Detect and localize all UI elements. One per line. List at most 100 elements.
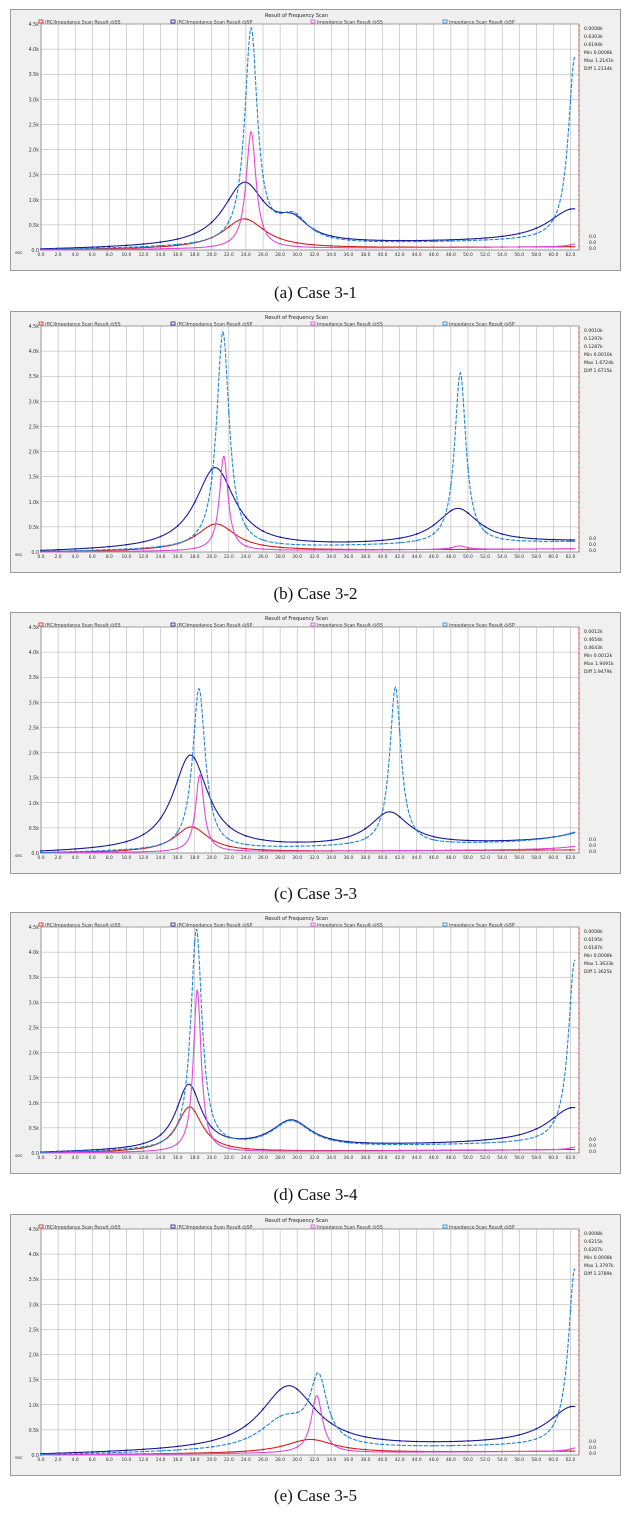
legend-swatch	[310, 19, 316, 24]
series-marker	[415, 1149, 418, 1152]
y-tick-label: 0.0	[31, 550, 39, 556]
series-marker	[125, 244, 128, 247]
series-marker	[245, 1138, 247, 1141]
series-marker	[279, 536, 282, 539]
x-tick-label: 62.0	[566, 1457, 576, 1463]
series-marker	[450, 546, 452, 549]
x-tick-label: 14.0	[156, 1457, 166, 1463]
series-marker	[467, 1149, 469, 1152]
x-tick-label: 22.0	[224, 252, 234, 258]
legend-swatch	[310, 1224, 316, 1229]
series-marker	[347, 835, 350, 838]
series-marker	[296, 841, 299, 844]
series-marker	[91, 248, 94, 251]
series-marker	[245, 1147, 247, 1150]
series-marker	[330, 1139, 333, 1141]
x-tick-label: 30.0	[292, 1457, 302, 1463]
x-axis-unit: sec	[15, 854, 23, 859]
series-marker	[227, 220, 230, 223]
x-tick-label: 62.0	[566, 855, 576, 861]
series-marker	[569, 245, 572, 248]
cursor-readout: 0.0008k	[584, 929, 603, 935]
x-tick-label: 56.0	[514, 855, 524, 861]
series-marker	[142, 248, 145, 250]
x-tick-label: 12.0	[139, 554, 149, 560]
x-tick-label: 52.0	[480, 855, 490, 861]
series-marker	[108, 246, 111, 249]
legend-label: (RC)Impedance Scan Result @SS	[45, 322, 121, 328]
series-line	[41, 754, 576, 852]
series-marker	[313, 540, 316, 543]
legend-label: Impedance Scan Result @SS	[317, 1225, 383, 1231]
series-marker	[296, 1150, 299, 1153]
x-tick-label: 52.0	[480, 1457, 490, 1463]
series-marker	[296, 1121, 299, 1124]
series-marker	[484, 548, 486, 550]
x-tick-label: 54.0	[497, 554, 507, 560]
bottom-readout: 0.0	[589, 234, 596, 240]
x-tick-label: 18.0	[190, 252, 200, 258]
series-marker	[245, 1450, 247, 1453]
series-marker	[245, 525, 247, 528]
series-line	[40, 1083, 576, 1153]
series-marker	[432, 1440, 435, 1443]
series-marker	[125, 1150, 128, 1153]
x-tick-label: 28.0	[275, 855, 285, 861]
x-tick-label: 30.0	[292, 855, 302, 861]
series-marker	[347, 1141, 350, 1144]
series-marker	[142, 540, 145, 543]
x-tick-label: 44.0	[412, 252, 422, 258]
y-tick-label: 0.5k	[29, 1428, 40, 1434]
series-marker	[347, 850, 350, 852]
x-tick-label: 30.0	[292, 1155, 302, 1161]
series-marker	[245, 849, 247, 852]
x-tick-label: 50.0	[463, 554, 473, 560]
series-marker	[313, 1150, 316, 1153]
series-line	[41, 467, 576, 551]
series-marker	[193, 941, 196, 943]
series-marker	[296, 215, 299, 218]
x-tick-label: 40.0	[378, 1155, 388, 1161]
x-tick-label: 40.0	[378, 252, 388, 258]
series-marker	[142, 1150, 145, 1153]
series-marker	[159, 1148, 162, 1151]
series-marker	[210, 1452, 213, 1455]
series-marker	[347, 1449, 350, 1452]
x-tick-label: 18.0	[190, 554, 200, 560]
series-marker	[245, 218, 247, 220]
legend-label: Impedance Scan Result @SS	[317, 20, 383, 26]
series-marker	[501, 1437, 504, 1440]
series-marker	[125, 840, 128, 843]
bottom-readout: 0.0	[589, 542, 596, 548]
series-marker	[91, 1149, 94, 1152]
series-line	[41, 1268, 576, 1455]
series-marker	[262, 1149, 264, 1152]
series-marker	[484, 1139, 486, 1141]
series-marker	[552, 1148, 555, 1151]
series-marker	[279, 850, 282, 853]
series-marker	[245, 539, 247, 542]
x-tick-label: 14.0	[156, 1155, 166, 1161]
legend-swatch	[38, 622, 44, 627]
series-marker	[501, 533, 504, 535]
series-marker	[381, 1443, 384, 1446]
series-marker	[279, 1388, 282, 1391]
series-marker	[467, 1440, 469, 1442]
x-tick-label: 46.0	[429, 554, 439, 560]
x-tick-label: 46.0	[429, 1457, 439, 1463]
series-marker	[330, 1422, 333, 1425]
series-marker	[142, 1142, 145, 1145]
x-axis-unit: sec	[15, 553, 23, 558]
series-marker	[159, 241, 162, 243]
legend-swatch	[170, 19, 176, 24]
series-marker	[518, 536, 521, 539]
y-tick-label: 0.5k	[29, 1126, 40, 1132]
series-marker	[91, 547, 94, 549]
series-marker	[432, 1451, 435, 1453]
series-marker	[501, 548, 504, 550]
series-marker	[40, 1151, 42, 1154]
series-marker	[450, 1143, 452, 1145]
series-marker	[125, 1147, 128, 1150]
y-tick-label: 3.5k	[29, 1277, 40, 1283]
x-tick-label: 6.0	[89, 554, 96, 560]
